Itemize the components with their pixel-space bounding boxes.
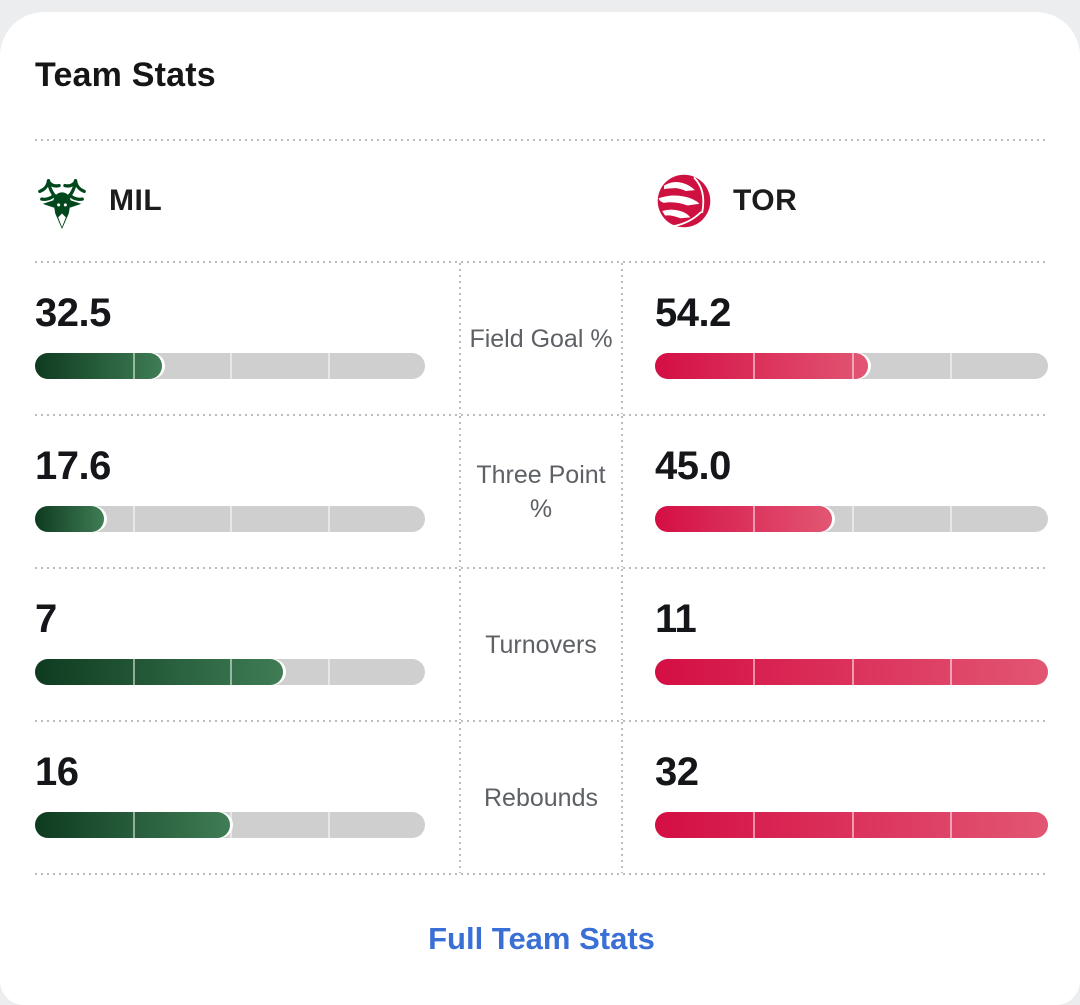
bar-segment-divider <box>230 659 232 685</box>
stat-bar-fill <box>655 506 832 532</box>
bar-segment-divider <box>230 812 232 838</box>
stat-value-away: 45.0 <box>655 444 731 488</box>
stat-value-home: 16 <box>35 750 79 794</box>
raptors-logo-icon <box>657 174 711 228</box>
stat-home-cell: 16 <box>35 722 459 873</box>
dotted-divider <box>35 139 1048 141</box>
stat-bar-fill <box>655 353 868 379</box>
bar-segment-divider <box>132 506 135 532</box>
bar-segment-divider <box>230 506 232 532</box>
stat-label-cell: Field Goal % <box>459 263 623 414</box>
team-abbr-away: TOR <box>733 184 798 217</box>
stat-label-cell: Three Point % <box>459 416 623 567</box>
stat-label: Three Point % <box>476 460 606 523</box>
stat-bar-away <box>655 812 1048 838</box>
bar-segment-divider <box>851 659 854 685</box>
stat-bar-fill <box>35 506 104 532</box>
bar-segment-divider <box>230 353 232 379</box>
bar-segment-divider <box>327 353 330 379</box>
bar-segment-divider <box>327 659 330 685</box>
bar-segment-divider <box>753 506 756 532</box>
team-stats-card: Team Stats <box>0 12 1080 1005</box>
stat-value-home: 17.6 <box>35 444 111 488</box>
bar-segment-divider <box>132 659 135 685</box>
stat-value-home: 7 <box>35 597 57 641</box>
team-header-away: TOR <box>623 172 1048 230</box>
stat-home-cell: 7 <box>35 569 459 720</box>
stat-bar-home <box>35 353 425 379</box>
stat-row-rebounds: 16 Rebounds 32 <box>35 722 1048 873</box>
stat-home-cell: 32.5 <box>35 263 459 414</box>
stat-value-away: 32 <box>655 750 699 794</box>
stat-home-cell: 17.6 <box>35 416 459 567</box>
stat-bar-away <box>655 659 1048 685</box>
dotted-divider <box>35 261 1048 263</box>
bar-segment-divider <box>949 506 952 532</box>
stat-row-field-goal-pct: 32.5 Field Goal % 54.2 <box>35 263 1048 414</box>
bar-segment-divider <box>949 812 952 838</box>
team-abbr-home: MIL <box>109 184 163 217</box>
stat-away-cell: 11 <box>623 569 1048 720</box>
bar-segment-divider <box>851 506 854 532</box>
dotted-divider <box>35 720 1048 722</box>
stat-away-cell: 32 <box>623 722 1048 873</box>
stat-label: Rebounds <box>484 783 598 812</box>
stat-label-cell: Turnovers <box>459 569 623 720</box>
stat-away-cell: 45.0 <box>623 416 1048 567</box>
dotted-divider <box>35 567 1048 569</box>
bar-segment-divider <box>949 353 952 379</box>
bar-segment-divider <box>753 659 756 685</box>
dotted-divider <box>35 873 1048 875</box>
stat-bar-away <box>655 506 1048 532</box>
stat-label: Turnovers <box>485 630 597 659</box>
bar-segment-divider <box>132 812 135 838</box>
stat-bar-home <box>35 506 425 532</box>
stat-bar-home <box>35 812 425 838</box>
stat-value-home: 32.5 <box>35 291 111 335</box>
full-team-stats-link[interactable]: Full Team Stats <box>422 920 661 958</box>
page-title: Team Stats <box>35 56 216 94</box>
bar-segment-divider <box>753 353 756 379</box>
bar-segment-divider <box>327 812 330 838</box>
bar-segment-divider <box>851 812 854 838</box>
bar-segment-divider <box>851 353 854 379</box>
stat-bar-home <box>35 659 425 685</box>
stat-row-three-point-pct: 17.6 Three Point % 45.0 <box>35 416 1048 567</box>
stat-value-away: 11 <box>655 597 697 641</box>
dotted-divider <box>35 414 1048 416</box>
stat-label: Field Goal % <box>469 324 613 353</box>
bar-segment-divider <box>327 506 330 532</box>
bucks-logo-icon <box>38 179 86 229</box>
bar-segment-divider <box>949 659 952 685</box>
stat-label-cell: Rebounds <box>459 722 623 873</box>
card-footer: Full Team Stats <box>35 875 1048 1003</box>
team-header-row: MIL TOR <box>35 141 1048 261</box>
stat-value-away: 54.2 <box>655 291 731 335</box>
stat-row-turnovers: 7 Turnovers 11 <box>35 569 1048 720</box>
bar-segment-divider <box>753 812 756 838</box>
team-header-home: MIL <box>35 169 459 233</box>
stat-bar-fill <box>35 659 284 685</box>
bar-segment-divider <box>132 353 135 379</box>
stat-bar-away <box>655 353 1048 379</box>
stat-bar-fill <box>35 353 162 379</box>
stat-away-cell: 54.2 <box>623 263 1048 414</box>
